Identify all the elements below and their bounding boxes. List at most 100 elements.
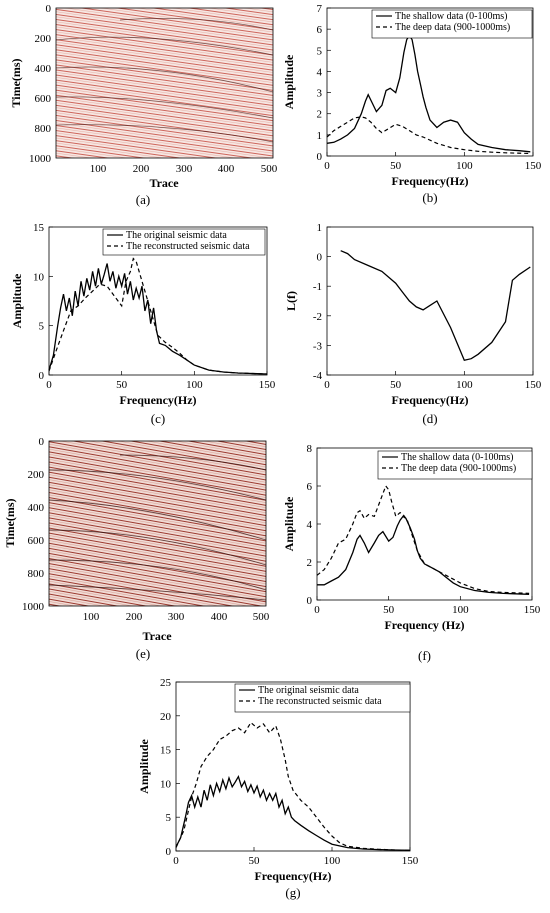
y-tick-label: -3 <box>313 340 323 352</box>
x-tick-label: 150 <box>525 379 542 391</box>
y-ticks-a: 0 200 400 600 800 1000 <box>29 3 52 165</box>
x-tick-label: 500 <box>253 611 270 623</box>
y-tick-label: 200 <box>35 33 52 45</box>
y-tick-label: 5 <box>317 45 323 57</box>
seismic-events-e <box>48 454 267 601</box>
legend-box <box>234 683 411 713</box>
x-ticks-e: 100 200 300 400 500 <box>83 611 270 623</box>
y-tick-label: 4 <box>307 519 313 531</box>
x-tick-label: 50 <box>116 379 128 391</box>
y-tick-label: 25 <box>160 677 172 689</box>
series-line-1 <box>48 263 268 375</box>
panel-c: 0 50 100 150 0 5 10 15 Frequency(Hz) Amplitude (c)… <box>10 222 276 426</box>
legend-label: The original seismic data <box>258 685 359 696</box>
x-tick-label: 150 <box>259 379 276 391</box>
x-axis-title: Frequency(Hz) <box>119 393 196 407</box>
series-line-2 <box>326 116 531 155</box>
x-axis-title: Frequency(Hz) <box>391 174 468 188</box>
x-tick-label: 50 <box>390 160 402 172</box>
y-tick-label: 6 <box>307 481 313 493</box>
x-tick-label: 200 <box>126 611 143 623</box>
x-tick-label: 150 <box>524 604 541 616</box>
y-ticks-e: 0 200 400 600 800 1000 <box>22 436 45 613</box>
legend-label: The reconstructed seismic data <box>258 696 382 707</box>
x-tick-label: 50 <box>390 379 402 391</box>
y-tick-label: 2 <box>307 557 313 569</box>
legend-box <box>102 228 266 256</box>
seismic-section-e <box>48 440 267 607</box>
y-axis-title: Amplitude <box>10 273 24 328</box>
panel-caption: (g) <box>285 885 300 900</box>
x-axis-title: Frequency (Hz) <box>384 618 464 632</box>
panel-caption: (d) <box>422 411 437 426</box>
panel-a: Time(ms) 0 200 400 600 800 1000 100 200 … <box>9 3 278 207</box>
y-axis-title: Amplitude <box>282 54 296 109</box>
legend-label: The original seismic data <box>126 230 227 241</box>
y-tick-label: 10 <box>33 271 45 283</box>
x-tick-label: 0 <box>324 160 330 172</box>
y-tick-label: 6 <box>317 24 323 36</box>
x-tick-label: 50 <box>383 604 395 616</box>
panel-caption: (c) <box>151 411 165 426</box>
x-tick-label: 400 <box>211 611 228 623</box>
legend-box <box>371 9 533 39</box>
series-line-1 <box>326 34 531 153</box>
series-line-1 <box>317 515 530 595</box>
panel-g: 0 50 100 150 0 5 10 15 20 25 Frequency(Hz) Amplitud… <box>137 677 419 900</box>
y-axis-title-e: Time(ms) <box>3 498 17 547</box>
x-tick-label: 150 <box>402 855 419 867</box>
y-tick-label: -4 <box>313 370 323 382</box>
y-tick-label: 800 <box>35 123 52 135</box>
x-tick-label: 100 <box>456 160 473 172</box>
y-tick-label: 400 <box>35 63 52 75</box>
panel-e: Time(ms) 0 200 400 600 800 1000 100 200 … <box>3 436 270 661</box>
legend-label: The shallow data (0-100ms) <box>401 452 513 463</box>
y-tick-label: 1 <box>317 130 323 142</box>
y-tick-label: 15 <box>160 745 172 757</box>
y-tick-label: 0 <box>39 436 45 448</box>
y-axis-title-a: Time(ms) <box>9 58 23 107</box>
y-tick-label: 5 <box>39 321 45 333</box>
plot-frame <box>326 7 534 157</box>
x-axis-title-e: Trace <box>142 629 172 643</box>
legend-label: The shallow data (0-100ms) <box>395 11 507 22</box>
x-tick-label: 0 <box>314 604 320 616</box>
panel-f: 0 50 100 150 0 2 4 6 8 Frequency (Hz) Amplitude (f)… <box>282 443 541 663</box>
y-tick-label: 20 <box>160 711 172 723</box>
x-tick-label: 300 <box>176 163 193 175</box>
x-axis-title: Frequency(Hz) <box>254 869 331 883</box>
y-tick-label: 400 <box>28 502 45 514</box>
x-axis-title: Frequency(Hz) <box>391 393 468 407</box>
series-line-1 <box>340 250 531 361</box>
seismic-section-a <box>55 7 274 159</box>
x-tick-label: 500 <box>261 163 278 175</box>
legend-label: The reconstructed seismic data <box>126 241 250 252</box>
y-tick-label: 0 <box>317 151 323 163</box>
x-tick-label: 100 <box>90 163 107 175</box>
y-axis-title: L(f) <box>284 291 298 311</box>
x-tick-label: 100 <box>83 611 100 623</box>
seismic-events-a <box>55 17 274 143</box>
y-tick-label: 0 <box>307 595 313 607</box>
series-line-2 <box>48 257 268 375</box>
plot-frame <box>175 681 411 852</box>
y-tick-label: 4 <box>317 66 323 78</box>
x-tick-label: 0 <box>173 855 179 867</box>
panel-caption: (f) <box>418 648 431 663</box>
x-tick-label: 0 <box>324 379 330 391</box>
y-tick-label: 15 <box>33 222 45 234</box>
x-ticks-a: 100 200 300 400 500 <box>90 163 278 175</box>
y-tick-label: -1 <box>313 281 322 293</box>
y-tick-label: 2 <box>317 109 323 121</box>
legend-box <box>377 450 533 480</box>
y-tick-label: 5 <box>166 812 172 824</box>
y-tick-label: 3 <box>317 88 323 100</box>
x-tick-label: 300 <box>168 611 185 623</box>
y-tick-label: 0 <box>46 3 52 15</box>
panel-b: 0 50 100 150 0 1 2 3 4 5 6 7 Frequency(Hz) Amplitude (… <box>282 3 542 205</box>
x-tick-label: 100 <box>186 379 203 391</box>
x-tick-label: 200 <box>133 163 150 175</box>
panel-d: 0 50 100 150 -4 -3 -2 -1 0 1 Frequency(Hz) L(f) (d) <box>284 222 542 426</box>
panel-caption: (b) <box>422 190 437 205</box>
